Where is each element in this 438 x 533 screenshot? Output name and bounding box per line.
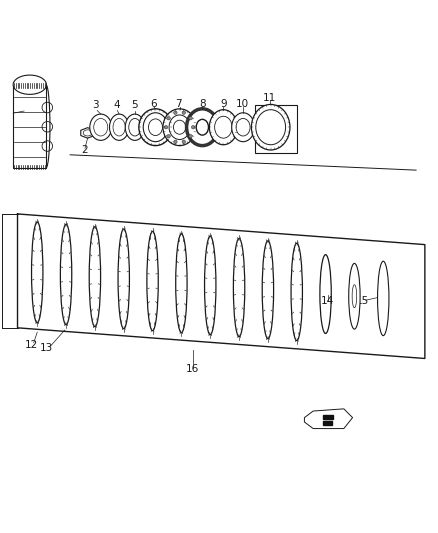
Ellipse shape	[233, 238, 245, 337]
Ellipse shape	[110, 114, 129, 140]
Text: 9: 9	[220, 99, 227, 109]
Polygon shape	[323, 415, 333, 419]
Text: 8: 8	[199, 99, 206, 109]
Ellipse shape	[262, 241, 274, 338]
Ellipse shape	[89, 227, 101, 327]
Circle shape	[182, 140, 186, 143]
Ellipse shape	[196, 119, 208, 135]
Text: 4: 4	[113, 100, 120, 110]
Ellipse shape	[176, 234, 187, 333]
Text: 10: 10	[236, 99, 249, 109]
Circle shape	[191, 125, 195, 129]
Ellipse shape	[60, 224, 72, 325]
Ellipse shape	[32, 222, 43, 323]
Text: 7: 7	[175, 99, 182, 109]
Ellipse shape	[113, 118, 125, 136]
Text: 15: 15	[356, 296, 369, 306]
Ellipse shape	[169, 115, 190, 140]
Ellipse shape	[143, 113, 168, 142]
Ellipse shape	[148, 119, 162, 135]
Text: 1: 1	[14, 104, 21, 114]
Text: 5: 5	[131, 100, 138, 110]
Text: 14: 14	[321, 296, 334, 306]
Bar	[255, 106, 297, 154]
Ellipse shape	[251, 104, 290, 150]
Text: 6: 6	[150, 99, 157, 109]
Circle shape	[164, 125, 168, 129]
Ellipse shape	[83, 130, 92, 136]
Ellipse shape	[187, 109, 218, 146]
Ellipse shape	[352, 285, 357, 308]
Ellipse shape	[90, 114, 112, 140]
Text: 12: 12	[25, 340, 38, 350]
Text: 11: 11	[263, 93, 276, 103]
Ellipse shape	[320, 255, 331, 334]
Ellipse shape	[215, 116, 232, 138]
Ellipse shape	[378, 261, 389, 336]
Ellipse shape	[209, 110, 237, 145]
Circle shape	[173, 111, 177, 115]
Text: 2: 2	[81, 144, 88, 155]
Ellipse shape	[236, 118, 250, 136]
Ellipse shape	[173, 120, 186, 134]
Ellipse shape	[232, 113, 254, 142]
Ellipse shape	[139, 109, 172, 146]
Text: 3: 3	[92, 100, 99, 110]
Ellipse shape	[118, 229, 130, 329]
Text: 16: 16	[186, 364, 199, 374]
Circle shape	[189, 134, 192, 138]
Circle shape	[167, 116, 170, 120]
Polygon shape	[323, 421, 332, 425]
Text: 13: 13	[40, 343, 53, 353]
Ellipse shape	[163, 109, 196, 146]
Ellipse shape	[256, 110, 286, 145]
Ellipse shape	[147, 231, 158, 330]
Ellipse shape	[13, 75, 46, 94]
Ellipse shape	[349, 263, 360, 329]
Circle shape	[182, 111, 186, 115]
Ellipse shape	[129, 118, 141, 136]
Circle shape	[173, 140, 177, 143]
Circle shape	[189, 116, 192, 120]
Circle shape	[167, 134, 170, 138]
Ellipse shape	[94, 118, 108, 136]
Ellipse shape	[125, 114, 145, 140]
Ellipse shape	[205, 236, 216, 335]
Bar	[13, 85, 46, 168]
Ellipse shape	[291, 243, 302, 341]
